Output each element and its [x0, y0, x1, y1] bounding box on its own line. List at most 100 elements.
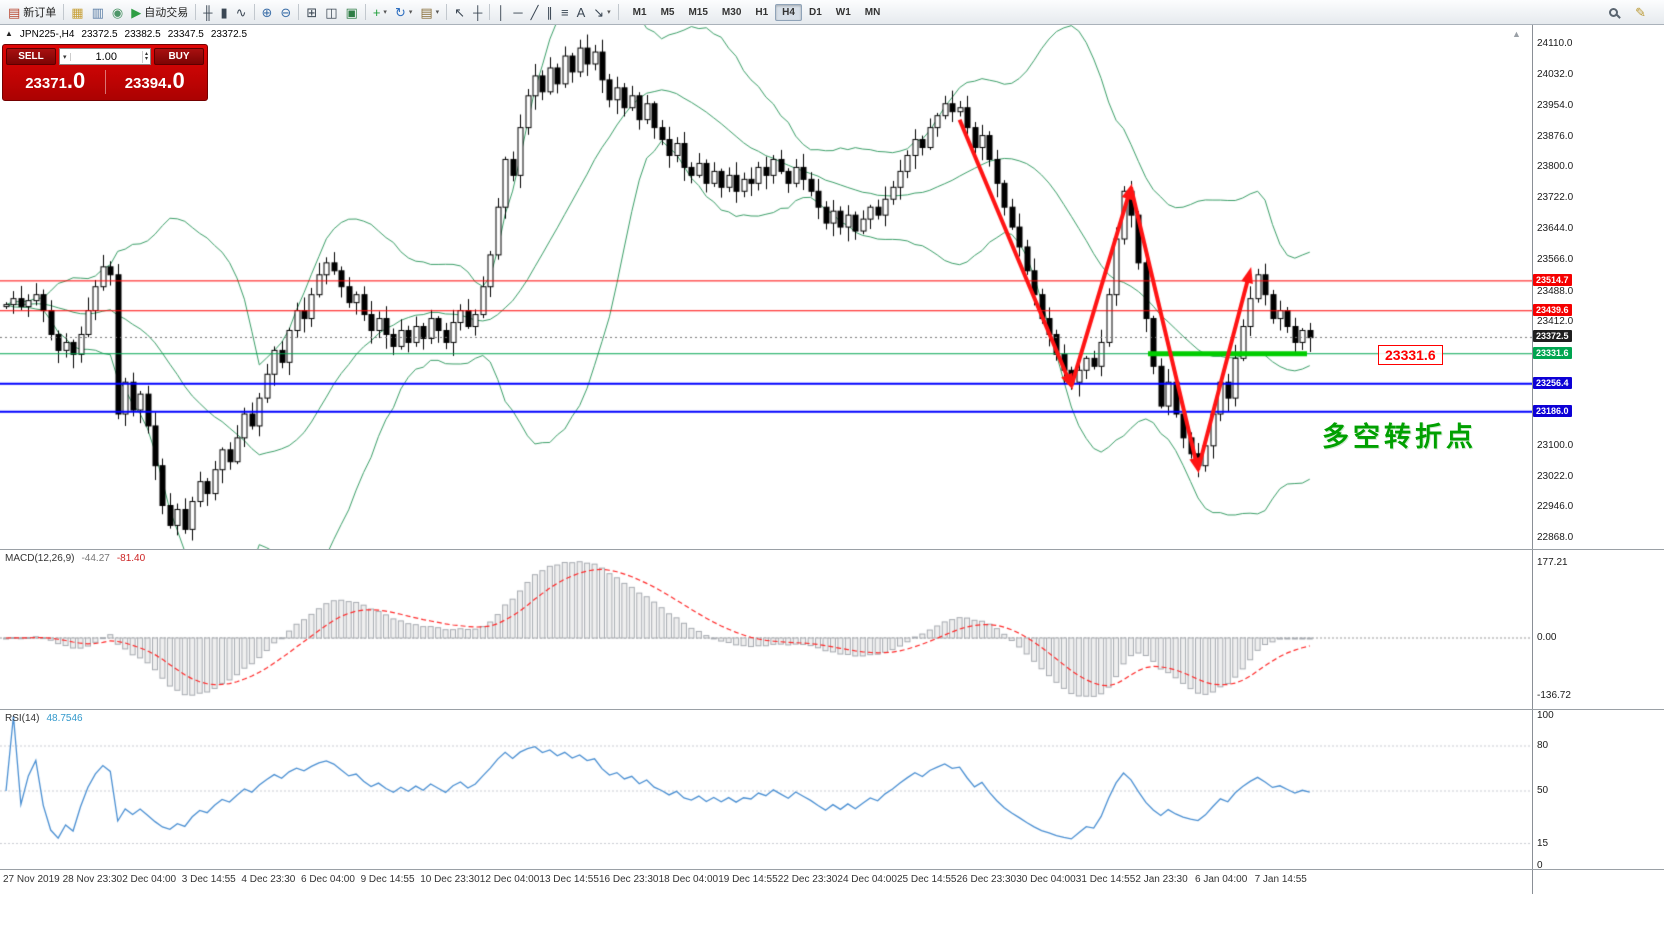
new-order-button[interactable]: ▤ 新订单 [4, 2, 60, 22]
templates-button[interactable]: ▤ ▾ [416, 2, 443, 22]
fibonacci-tool-icon: ≡ [560, 4, 569, 20]
zoom-out-icon: ⊖ [280, 4, 292, 20]
arrows-tool-button[interactable]: ↘ ▾ [589, 2, 614, 22]
time-axis-label: 31 Dec 14:55 [1075, 874, 1136, 885]
candles-mode-icon: ▮ [220, 4, 228, 20]
new-order-icon: ▤ [8, 4, 21, 20]
periods-button[interactable]: ↻ ▾ [391, 2, 416, 22]
rsi-axis[interactable]: 100 80 50 15 0 [1532, 710, 1663, 871]
panel-separator[interactable] [0, 549, 1664, 550]
bars-mode-button[interactable]: ╫ [199, 2, 216, 22]
price-axis[interactable]: 24110.0 24032.0 23954.0 23876.0 23800.0 23722… [1532, 25, 1663, 549]
search-button[interactable] [1604, 2, 1625, 22]
timeframe-w1-button[interactable]: W1 [835, 6, 851, 18]
arrows-tool-icon: ↘ [593, 4, 605, 20]
crosshair-tool-button[interactable]: ┼ [469, 2, 486, 22]
price-tag-current-price: 23372.5 [1533, 330, 1572, 343]
timeframe-m1-button[interactable]: M1 [632, 6, 647, 18]
panel-separator[interactable] [0, 869, 1664, 870]
volume-up-icon[interactable]: ▴ [144, 50, 148, 57]
fibonacci-tool-button[interactable]: ≡ [557, 2, 573, 22]
annotation-text: 多空转折点 [1322, 422, 1477, 452]
zoom-in-icon: ⊕ [261, 4, 273, 20]
trendline-tool-button[interactable]: ╱ [527, 2, 543, 22]
timeframe-h4-button[interactable]: H4 [775, 3, 802, 21]
arrange-windows-button[interactable]: ▣ [342, 2, 362, 22]
bars-mode-icon: ╫ [203, 4, 213, 20]
buy-button[interactable]: BUY [154, 48, 204, 65]
price-axis-label: 23954.0 [1537, 100, 1574, 112]
cascade-windows-button[interactable]: ◫ [321, 2, 341, 22]
volume-down-icon[interactable]: ▾ [144, 55, 148, 62]
buy-price[interactable]: 23394.0 [106, 67, 205, 97]
price-chart-canvas[interactable] [0, 25, 1532, 549]
dropdown-caret-icon: ▾ [435, 9, 440, 16]
toolbar-buttons: ▤ 新订单 ▦ ▥ ◉ ▶ 自动交易 ╫ ▮ ∿ ⊕ ⊖ ⊞ ◫ ▣ + ▾ ↻ ▾ ▤ ▾ ↖ ┼ │ ─ ╱ ∥ ≡ A ↘ ▾ [4, 2, 622, 22]
macd-canvas[interactable] [0, 550, 1532, 709]
candles-mode-button[interactable]: ▮ [216, 2, 231, 22]
channel-tool-icon: ∥ [546, 4, 553, 20]
text-tool-icon: A [576, 4, 586, 20]
time-axis-label: 7 Jan 14:55 [1254, 874, 1307, 885]
channel-tool-button[interactable]: ∥ [542, 2, 557, 22]
price-callout-label[interactable]: 23331.6 [1378, 345, 1443, 365]
rsi-value: 48.7546 [46, 713, 83, 724]
tile-windows-button[interactable]: ⊞ [302, 2, 321, 22]
timeframe-m5-button[interactable]: M5 [660, 6, 675, 18]
chart-shift-marker-icon[interactable]: ▲ [1512, 29, 1521, 39]
time-axis-label: 6 Jan 04:00 [1195, 874, 1248, 885]
zoom-in-button[interactable]: ⊕ [258, 2, 277, 22]
price-tag-resistance-1: 23514.7 [1533, 273, 1572, 286]
rsi-canvas[interactable] [0, 710, 1532, 869]
panel-separator[interactable] [0, 709, 1664, 710]
toolbar-separator [298, 4, 300, 20]
time-axis-label: 13 Dec 14:55 [539, 874, 599, 885]
toolbar-separator [253, 4, 255, 20]
volume-field[interactable]: ▾ 1.00 ▴ ▾ [59, 48, 151, 65]
charts-button[interactable]: ▦ [67, 2, 87, 22]
sell-price[interactable]: 23371.0 [6, 67, 105, 97]
horizontal-line-tool-button[interactable]: ─ [509, 2, 526, 22]
cursor-tool-icon: ↖ [454, 4, 466, 20]
time-axis-label: 4 Dec 23:30 [241, 874, 296, 885]
cursor-tool-button[interactable]: ↖ [450, 2, 469, 22]
navigator-button[interactable]: ◉ [108, 2, 127, 22]
autotrading-button-label: 自动交易 [144, 7, 189, 19]
price-axis-label: 23022.0 [1537, 470, 1574, 482]
indicator-axis-label: 100 [1537, 710, 1554, 721]
vertical-line-tool-button[interactable]: │ [493, 2, 509, 22]
charts-icon: ▦ [71, 4, 84, 20]
new-order-button-label: 新订单 [23, 7, 57, 19]
timeframe-mn-button[interactable]: MN [864, 6, 881, 18]
timeframe-h1-button[interactable]: H1 [755, 6, 769, 18]
time-axis-label: 25 Dec 14:55 [897, 874, 957, 885]
timeframe-m30-button[interactable]: M30 [721, 6, 742, 18]
timeframe-m15-button[interactable]: M15 [688, 6, 708, 18]
edit-button[interactable]: ✎ [1631, 2, 1650, 22]
toolbar-separator [195, 4, 197, 20]
indicator-axis-label: 15 [1537, 837, 1549, 849]
zoom-out-button[interactable]: ⊖ [276, 2, 295, 22]
price-axis-label: 23100.0 [1537, 439, 1574, 451]
line-mode-button[interactable]: ∿ [232, 2, 251, 22]
dropdown-caret-icon: ▾ [408, 9, 413, 16]
autotrading-button[interactable]: ▶ 自动交易 [127, 2, 192, 22]
volume-stepper[interactable]: ▴ ▾ [141, 50, 150, 63]
market-watch-button[interactable]: ▥ [88, 2, 108, 22]
autotrading-icon: ▶ [131, 4, 142, 20]
time-axis-label: 27 Nov 2019 [3, 874, 60, 885]
pencil-icon: ✎ [1635, 4, 1646, 20]
add-indicator-button[interactable]: + ▾ [369, 2, 391, 22]
time-axis[interactable]: 27 Nov 2019 28 Nov 23:30 2 Dec 04:00 3 Dec … [0, 870, 1532, 896]
volume-value[interactable]: 1.00 [95, 50, 117, 63]
text-tool-button[interactable]: A [573, 2, 590, 22]
macd-axis[interactable]: 177.21 0.00 -136.72 [1532, 550, 1663, 709]
volume-dropdown-icon[interactable]: ▾ [60, 52, 71, 61]
sell-button[interactable]: SELL [6, 48, 56, 65]
time-axis-label: 12 Dec 04:00 [479, 874, 540, 885]
time-axis-label: 10 Dec 23:30 [420, 874, 480, 885]
axis-separator [1532, 25, 1533, 894]
timeframe-d1-button[interactable]: D1 [808, 6, 822, 18]
toolbar-separator [446, 4, 448, 20]
rsi-indicator-label: RSI(14) 48.7546 [5, 713, 83, 724]
